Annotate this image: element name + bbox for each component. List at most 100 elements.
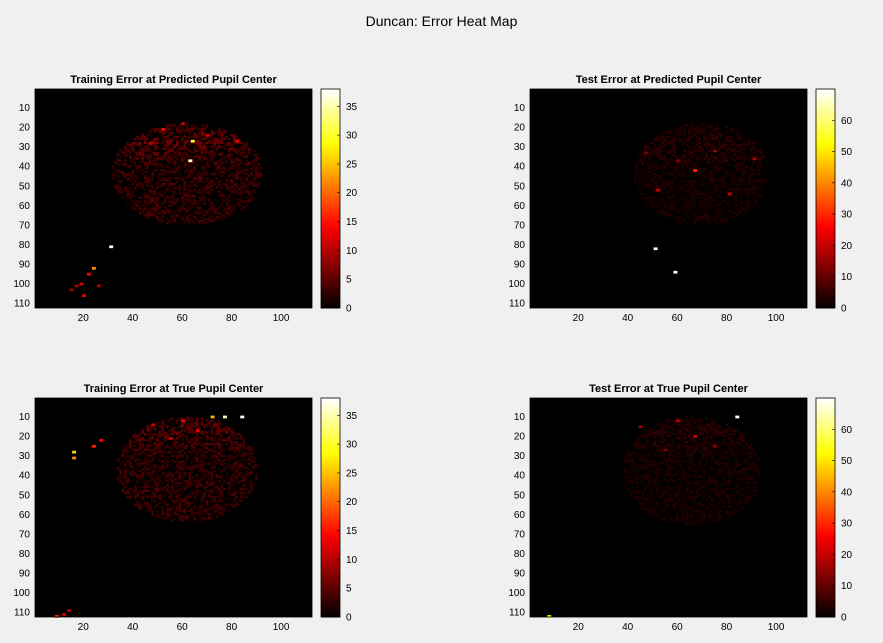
heatmap-cell (730, 157, 734, 160)
colorbar-segment (321, 229, 340, 234)
heatmap-cell (636, 452, 640, 456)
y-tick-label: 60 (19, 201, 31, 212)
heatmap-cell (638, 470, 642, 473)
heatmap-cell (651, 431, 654, 434)
heatmap-cell (255, 169, 258, 172)
colorbar-segment (816, 174, 835, 179)
heatmap-cell (180, 145, 184, 148)
heatmap-cell (138, 200, 142, 203)
heatmap-cell (730, 210, 734, 213)
heatmap-cell (232, 474, 236, 477)
heatmap-cell (205, 446, 209, 450)
heatmap-cell (163, 448, 167, 452)
heatmap-cell (752, 452, 756, 456)
colorbar-segment (321, 524, 340, 529)
heatmap-cell (235, 165, 239, 168)
y-tick-label: 20 (19, 123, 31, 134)
heatmap-cell (218, 442, 221, 446)
heatmap-cell (161, 133, 164, 137)
heatmap-cell (638, 153, 642, 156)
heatmap-cell (220, 194, 224, 197)
heatmap-cell (710, 456, 714, 459)
heatmap-cell (232, 450, 236, 454)
heatmap-cell (700, 178, 704, 182)
heatmap-cell (658, 176, 662, 180)
heatmap-cell (673, 176, 677, 180)
heatmap-cell (705, 184, 709, 188)
heatmap-cell (183, 202, 187, 205)
heatmap-cell (638, 456, 642, 459)
heatmap-cell (222, 503, 226, 506)
heatmap-cell (715, 161, 719, 164)
heatmap-cell (722, 442, 726, 446)
heatmap-cell (705, 442, 709, 446)
heatmap-cell (745, 474, 748, 477)
heatmap-cell (183, 476, 187, 479)
heatmap-cell (760, 153, 763, 156)
heatmap-cell (205, 180, 209, 184)
heatmap-cell (698, 462, 701, 465)
heatmap-cell (673, 130, 677, 133)
heatmap-cell (158, 450, 162, 454)
heatmap-cell (166, 218, 169, 221)
heatmap-cell (705, 429, 709, 432)
heatmap-cell (188, 128, 192, 131)
heatmap-cell (205, 482, 209, 485)
heatmap-cell (653, 188, 657, 191)
heatmap-cell (232, 446, 236, 450)
heatmap-cell (153, 163, 157, 166)
heatmap-cell (673, 460, 677, 463)
heatmap-cell (168, 489, 172, 493)
heatmap-cell (168, 161, 172, 164)
colorbar-segment (321, 610, 340, 615)
heatmap-cell (628, 476, 632, 479)
heatmap-cell (171, 184, 174, 188)
heatmap-cell (190, 417, 194, 420)
heatmap-cell (193, 513, 197, 516)
heatmap-cell (208, 159, 211, 162)
heatmap-cell (171, 485, 174, 489)
heatmap-cell (750, 182, 753, 186)
heatmap-cell (200, 192, 204, 195)
heatmap-cell (220, 493, 224, 497)
heatmap-cell (683, 433, 687, 436)
heatmap-cell (222, 175, 226, 178)
heatmap-cell (737, 212, 741, 215)
heatmap-cell (646, 200, 650, 203)
heatmap-cell (178, 452, 182, 456)
heatmap-cell (695, 425, 699, 428)
heatmap-cell (695, 212, 699, 215)
heatmap-cell (735, 452, 739, 456)
heatmap-cell (678, 198, 682, 201)
heatmap-cell (235, 446, 239, 450)
heatmap-cell (663, 425, 667, 428)
heatmap-cell (175, 157, 179, 160)
heatmap-cell (146, 184, 150, 188)
heatmap-cell (210, 489, 214, 493)
heatmap-cell (128, 196, 132, 199)
heatmap-cell (690, 446, 694, 450)
heatmap-cell (685, 439, 689, 442)
heatmap-cell (198, 462, 202, 465)
heatmap-cell (151, 470, 155, 473)
heatmap-cell (708, 161, 711, 164)
heatmap-cell (727, 206, 731, 209)
heatmap-cell (245, 163, 248, 166)
heatmap-cell (755, 202, 758, 205)
heatmap-cell (670, 419, 674, 422)
colorbar-tick-label: 10 (346, 246, 358, 257)
heatmap-cell (240, 464, 244, 467)
heatmap-cell (119, 480, 122, 483)
heatmap-cell (670, 450, 674, 454)
heatmap-cell (215, 176, 219, 180)
heatmap-cell (171, 139, 174, 143)
heatmap-cell (205, 141, 209, 145)
heatmap-cell (227, 186, 231, 190)
heatmap-cell (148, 147, 152, 150)
heatmap-cell (725, 456, 729, 459)
heatmap-cell (141, 444, 145, 448)
heatmap-cell (143, 503, 147, 506)
heatmap-cell (218, 452, 221, 456)
heatmap-cell (648, 157, 652, 160)
heatmap-cell (240, 159, 244, 162)
